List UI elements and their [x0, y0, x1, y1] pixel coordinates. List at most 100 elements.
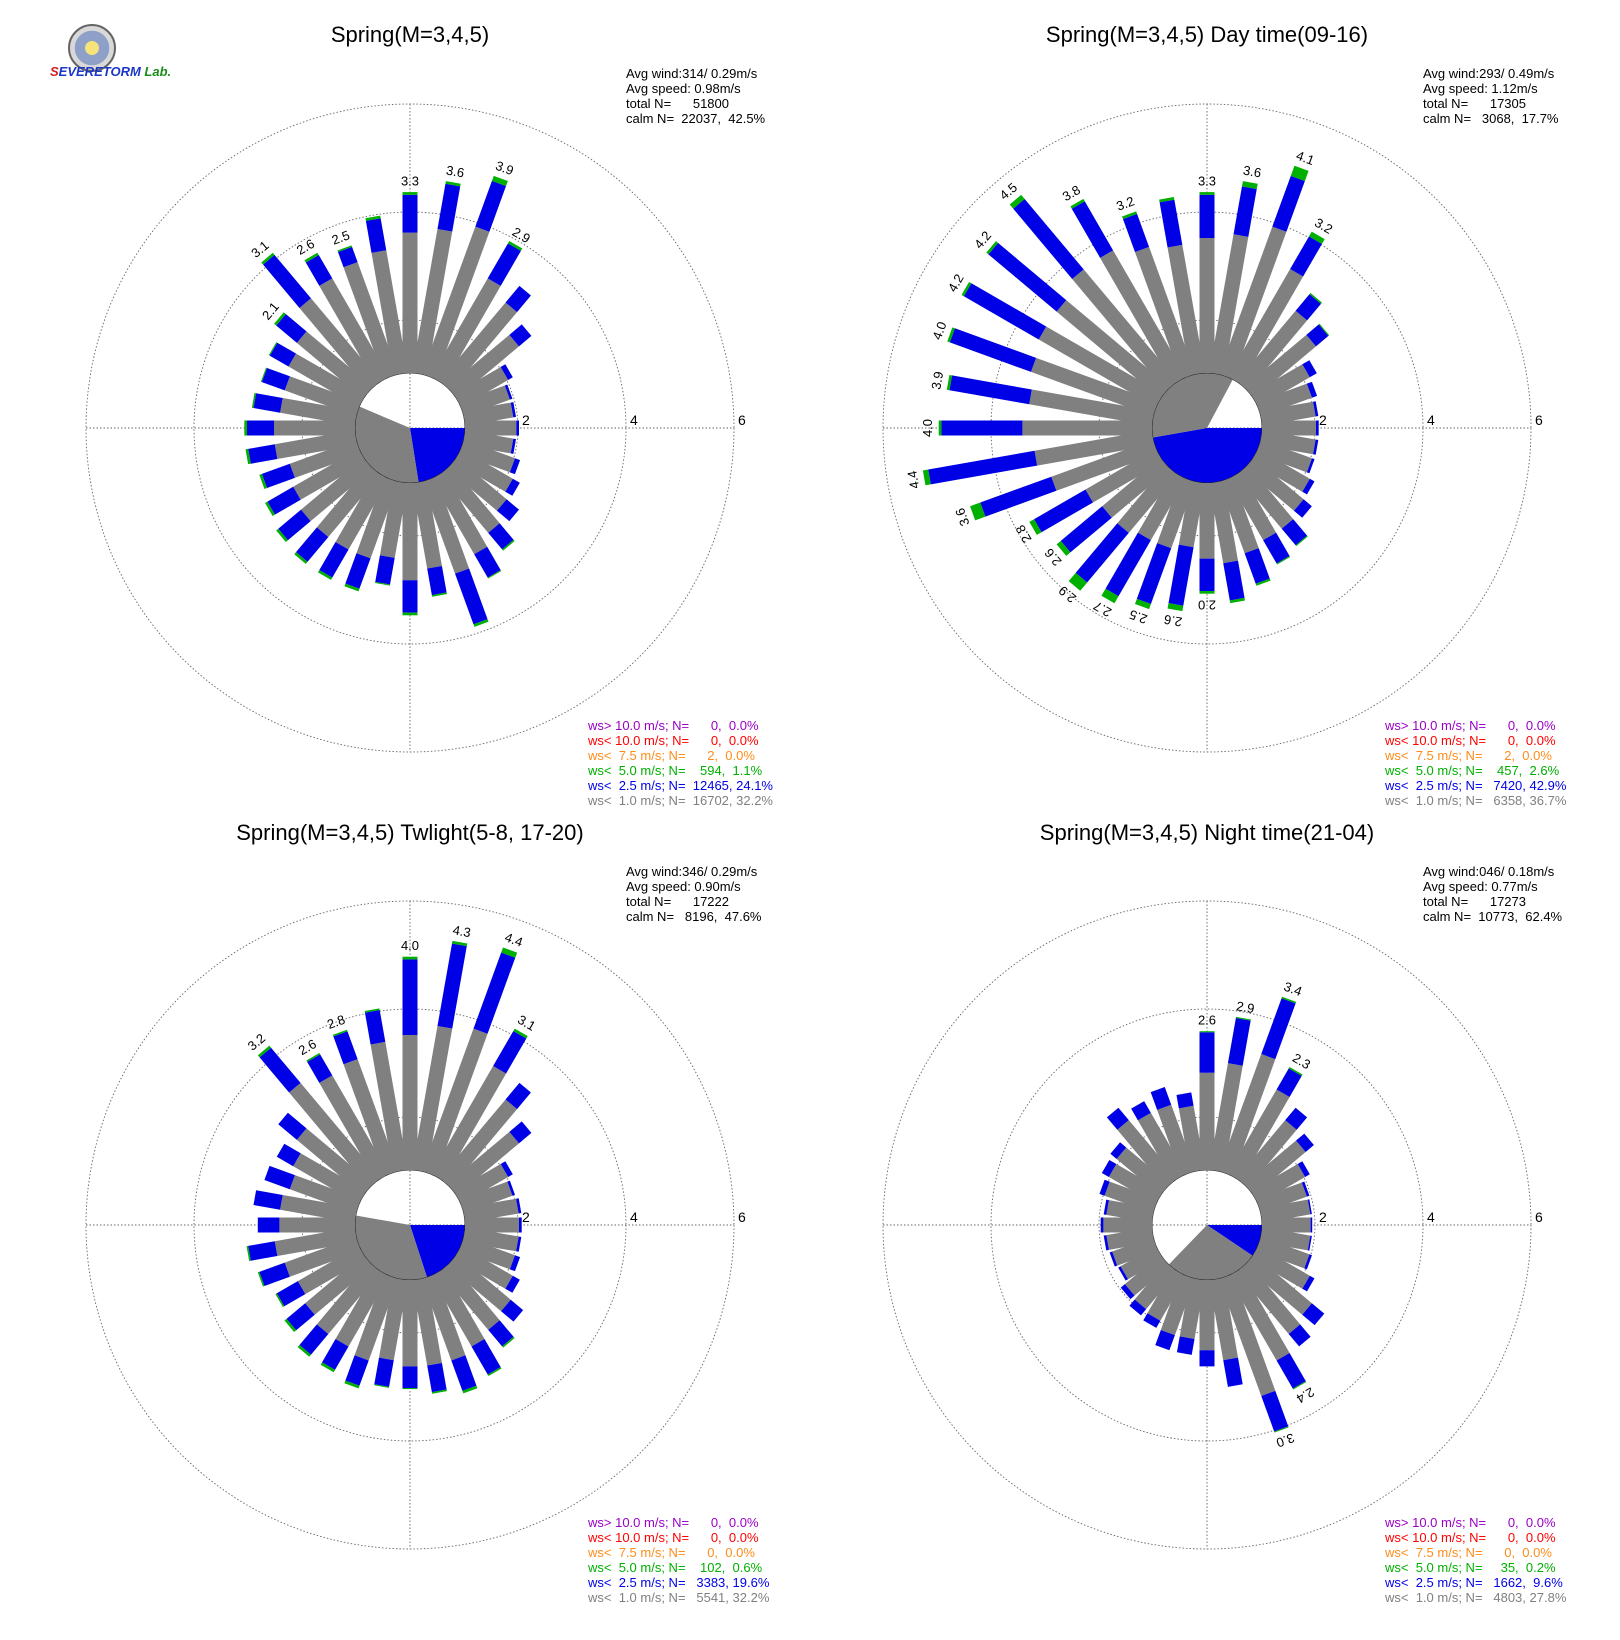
bar-segment-gray: [1244, 1140, 1306, 1196]
bar-segment-gray: [379, 480, 408, 558]
bar-segment-gray: [412, 1025, 453, 1173]
bar-segment-green: [261, 252, 275, 265]
bar-segment-gray: [335, 471, 389, 550]
bar-segment-gray: [439, 1262, 500, 1330]
bar-segment-gray: [293, 1153, 367, 1204]
bar-segment-gray: [1256, 1236, 1310, 1269]
bar-segment-green: [276, 528, 288, 542]
bar-segment-gray: [1116, 1147, 1170, 1196]
bar-segment-blue: [510, 402, 516, 418]
bar-segment-green: [1288, 1066, 1303, 1076]
bar-segment-gray: [1250, 449, 1310, 492]
bar-segment-gray: [439, 465, 500, 533]
legend-entry: ws> 10.0 m/s; N= 0, 0.0%: [587, 1515, 759, 1530]
bar-segment-blue: [500, 1161, 513, 1177]
legend-entry: ws< 1.0 m/s; N= 4803, 27.8%: [1384, 1590, 1567, 1605]
stats-line: Avg wind:046/ 0.18m/s: [1423, 864, 1555, 879]
bar-segment-blue: [1296, 1133, 1314, 1152]
bar-segment-blue: [928, 450, 1038, 485]
bar-segment-gray: [447, 1254, 511, 1312]
bar-segment-blue: [1105, 532, 1151, 597]
bar-segment-gray: [1120, 1246, 1164, 1280]
ring-tick-label: 2: [522, 412, 530, 428]
bar-value-label: 2.6: [296, 1036, 319, 1058]
bar-segment-green: [431, 592, 447, 597]
bar-segment-green: [402, 192, 418, 195]
bar-segment-green: [1199, 591, 1215, 594]
bar-segment-blue: [1176, 1092, 1194, 1109]
bar-segment-blue: [1199, 1350, 1215, 1367]
bar-segment-blue: [364, 1009, 386, 1045]
bar-segment-blue: [963, 283, 1047, 340]
bar-segment-gray: [1236, 1262, 1301, 1334]
bar-segment-green: [245, 448, 251, 465]
bar-segment-green: [1159, 197, 1175, 203]
bar-segment-gray: [279, 1217, 355, 1233]
bar-segment-green: [1070, 198, 1085, 209]
bar-segment-gray: [462, 1227, 519, 1252]
bar-segment-blue: [941, 420, 1023, 436]
bar-segment-gray: [1103, 1217, 1152, 1233]
bar-segment-blue: [504, 384, 513, 400]
bar-segment-blue: [1136, 543, 1172, 605]
bar-segment-gray: [1218, 477, 1259, 554]
bar-segment-gray: [431, 471, 488, 555]
bar-segment-blue: [1310, 1217, 1313, 1233]
ring-tick-label: 6: [738, 1209, 746, 1225]
bar-segment-blue: [333, 1031, 358, 1065]
bar-segment-blue: [296, 527, 329, 562]
bar-segment-gray: [1112, 1236, 1158, 1266]
bar-segment-blue: [509, 1255, 521, 1272]
bar-segment-green: [244, 420, 247, 436]
bar-value-label: 3.2: [1114, 193, 1136, 213]
bar-segment-gray: [462, 1198, 519, 1223]
bar-value-label: 2.5: [330, 227, 352, 247]
bar-segment-green: [961, 281, 972, 297]
stats-line: calm N= 3068, 17.7%: [1423, 111, 1559, 126]
bar-segment-blue: [276, 314, 307, 343]
bar-segment-gray: [1199, 1072, 1215, 1170]
bar-segment-gray: [1100, 250, 1186, 385]
bar-segment-green: [970, 502, 986, 521]
calm-sector: [410, 1225, 466, 1278]
bar-segment-green: [1229, 597, 1246, 604]
bar-segment-blue: [1131, 1101, 1151, 1121]
bar-value-label: 2.6: [1198, 1013, 1216, 1028]
bar-segment-gray: [412, 228, 453, 376]
bar-segment-gray: [1244, 334, 1316, 399]
bar-segment-gray: [459, 1236, 515, 1270]
bar-segment-gray: [1102, 457, 1170, 518]
bar-segment-blue: [509, 1121, 532, 1144]
bar-segment-blue: [248, 1241, 278, 1261]
legend-entry: ws< 10.0 m/s; N= 0, 0.0%: [587, 1530, 759, 1545]
bar-value-label: 2.8: [1013, 522, 1035, 545]
bar-segment-gray: [1228, 471, 1277, 541]
bar-segment-green: [1101, 588, 1119, 604]
bar-segment-blue: [345, 1355, 369, 1386]
bar-segment-gray: [1108, 1164, 1164, 1204]
bar-segment-gray: [1134, 246, 1196, 379]
bar-segment-green: [487, 570, 502, 579]
bar-segment-green: [1295, 535, 1308, 547]
bar-segment-gray: [1228, 269, 1304, 385]
bar-segment-green: [364, 1008, 380, 1013]
bar-segment-gray: [1244, 1254, 1312, 1315]
bar-value-label: 3.3: [1198, 174, 1216, 189]
bar-segment-blue: [253, 1190, 283, 1210]
bar-segment-blue: [493, 1030, 527, 1074]
bar-segment-green: [402, 956, 418, 960]
bar-segment-gray: [1236, 1120, 1297, 1188]
bar-segment-blue: [1103, 1235, 1109, 1251]
bar-segment-gray: [1209, 1063, 1243, 1173]
bar-value-label: 4.3: [452, 922, 472, 940]
bar-segment-blue: [471, 1339, 501, 1375]
stats-line: calm N= 10773, 62.4%: [1423, 909, 1563, 924]
bar-segment-gray: [431, 1066, 507, 1182]
bar-segment-gray: [1236, 310, 1308, 391]
bar-segment-green: [1276, 556, 1291, 565]
bar-segment-green: [275, 1293, 285, 1308]
bar-segment-blue: [1297, 1161, 1310, 1177]
calm-sector: [355, 1215, 427, 1281]
bar-segment-blue: [1118, 1266, 1129, 1281]
bar-segment-gray: [1034, 430, 1155, 466]
